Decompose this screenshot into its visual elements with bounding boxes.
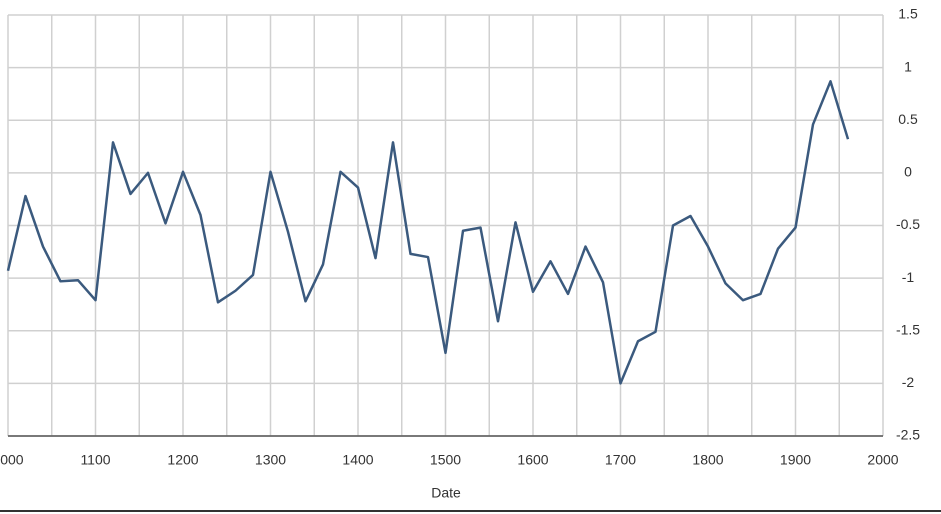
y-tick-label: -1.5 [896,321,920,337]
x-tick-label: 1000 [0,452,24,468]
x-tick-label: 1100 [80,452,110,468]
x-tick-label: 1800 [692,452,723,468]
y-tick-label: -1 [902,269,915,285]
y-tick-label: 0 [904,164,912,180]
y-tick-label: 0.5 [898,111,918,127]
x-tick-label: 1700 [605,452,636,468]
y-tick-label: 1.5 [898,6,918,22]
data-line [6,80,850,385]
y-tick-label: -2.5 [896,427,920,443]
x-tick-label: 1200 [167,452,198,468]
x-axis-label: Date [431,485,461,501]
x-tick-label: 1900 [780,452,811,468]
y-tick-label: -0.5 [896,216,920,232]
x-tick-label: 2000 [867,452,898,468]
x-tick-label: 1600 [517,452,548,468]
x-tick-label: 1300 [255,452,286,468]
y-tick-label: 1 [904,58,912,74]
x-tick-label: 1500 [430,452,461,468]
y-tick-label: -2 [902,374,915,390]
x-tick-label: 1400 [342,452,373,468]
